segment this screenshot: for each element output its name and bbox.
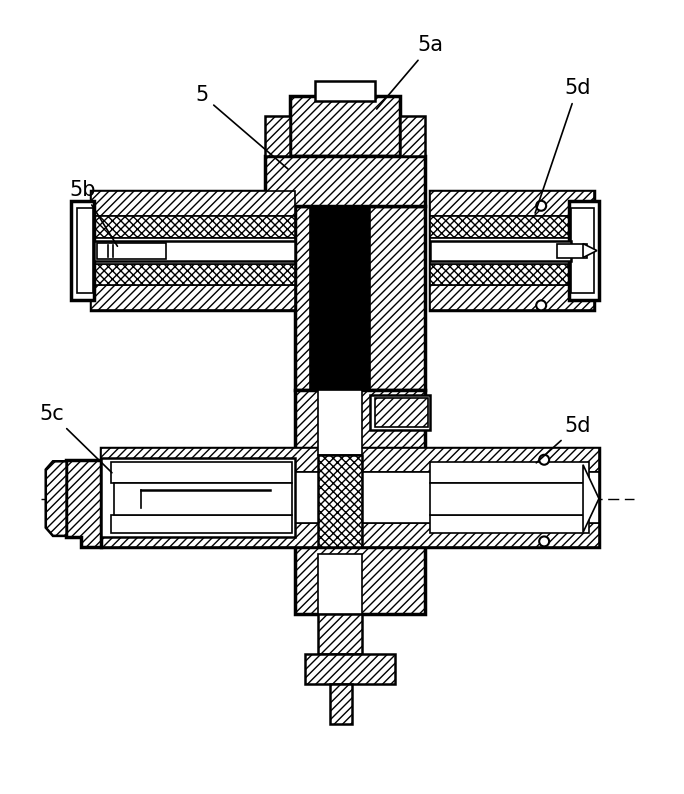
Bar	[318, 554, 362, 614]
Bar	[430, 286, 594, 310]
Text: 5d: 5d	[535, 79, 590, 213]
Bar	[310, 206, 370, 390]
Text: 5b: 5b	[69, 179, 118, 246]
Bar	[290, 96, 399, 156]
Bar	[430, 515, 589, 534]
Bar	[430, 191, 594, 216]
Bar	[370, 395, 430, 430]
Circle shape	[536, 300, 546, 310]
Bar	[91, 286, 295, 310]
Bar	[318, 206, 362, 310]
Bar	[305, 654, 395, 684]
Bar	[91, 264, 295, 286]
Bar	[94, 241, 295, 260]
Bar	[91, 237, 295, 264]
Bar	[77, 208, 93, 294]
Bar	[318, 614, 362, 654]
Bar	[265, 116, 290, 156]
Text: 5a: 5a	[377, 36, 444, 109]
Bar	[318, 229, 362, 291]
Bar	[91, 191, 295, 310]
Text: 5: 5	[196, 85, 288, 169]
Bar	[569, 201, 599, 300]
Polygon shape	[66, 460, 101, 547]
Bar	[430, 237, 594, 264]
Polygon shape	[47, 462, 66, 535]
Bar	[101, 448, 599, 547]
Bar	[318, 455, 362, 547]
Bar	[399, 116, 425, 156]
Bar	[571, 208, 594, 294]
Bar	[111, 462, 292, 483]
Text: 5d: 5d	[536, 416, 590, 463]
Bar	[265, 156, 425, 206]
Bar	[295, 390, 425, 455]
Text: 5c: 5c	[39, 404, 112, 472]
Bar	[430, 216, 594, 237]
Bar	[430, 462, 589, 483]
Bar	[101, 472, 599, 523]
Circle shape	[539, 455, 549, 464]
Bar	[430, 191, 594, 310]
Bar	[557, 244, 587, 257]
Circle shape	[539, 537, 549, 546]
Polygon shape	[583, 464, 599, 533]
Bar	[111, 515, 292, 534]
Bar	[91, 191, 295, 216]
Bar	[315, 81, 375, 101]
Polygon shape	[583, 244, 597, 257]
Bar	[318, 390, 362, 455]
Circle shape	[536, 201, 546, 210]
Bar	[430, 241, 571, 260]
Bar	[101, 523, 599, 547]
Bar	[430, 483, 589, 515]
Polygon shape	[47, 462, 66, 535]
Bar	[375, 398, 428, 427]
Bar	[97, 243, 166, 259]
Bar	[295, 206, 425, 390]
Bar	[430, 264, 594, 286]
Bar	[101, 458, 295, 538]
Bar	[101, 448, 599, 472]
Bar	[330, 684, 352, 723]
Bar	[295, 547, 425, 614]
Bar	[71, 201, 94, 300]
Bar	[91, 216, 295, 237]
Bar	[114, 483, 292, 515]
